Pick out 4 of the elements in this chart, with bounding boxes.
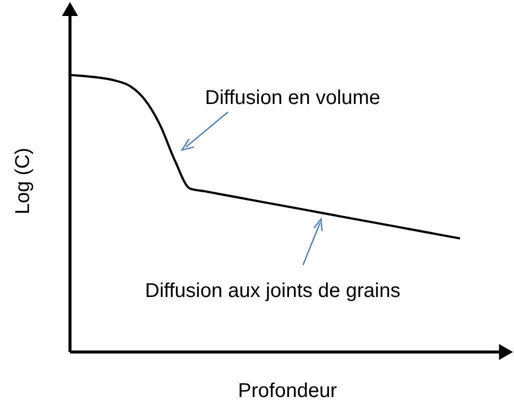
annotation: Diffusion en volume: [205, 87, 380, 109]
y-axis-title: Log (C): [12, 148, 34, 214]
annotation: Diffusion aux joints de grains: [145, 280, 400, 302]
x-axis-title: Profondeur: [238, 380, 338, 401]
